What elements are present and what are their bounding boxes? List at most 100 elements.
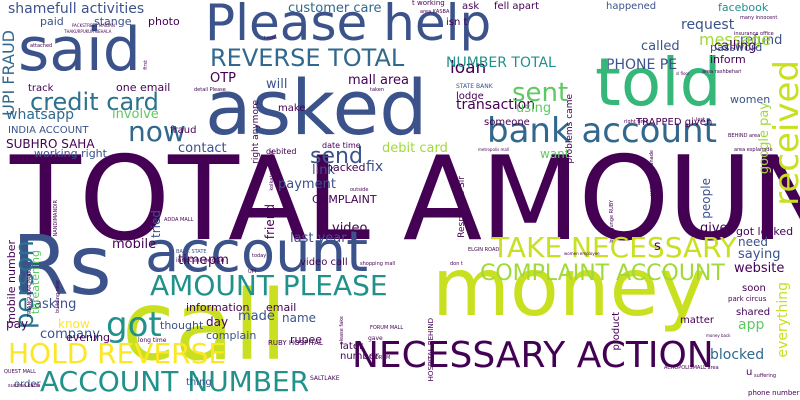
word: debit card bbox=[382, 141, 448, 156]
word: suffering bbox=[754, 373, 777, 379]
word: NECESSARY ACTION bbox=[352, 335, 714, 376]
word: happened bbox=[606, 1, 657, 12]
word: suchna karta bbox=[8, 383, 41, 389]
word: RUBY HOSPITAL bbox=[268, 339, 323, 347]
word: INDIA ACCOUNT bbox=[8, 125, 89, 136]
word: link bbox=[312, 163, 335, 178]
word: pm bbox=[208, 253, 229, 268]
word: credit card bbox=[30, 88, 159, 116]
word: UPI bbox=[248, 269, 257, 275]
word: asked bbox=[205, 63, 428, 152]
word: make bbox=[278, 103, 306, 114]
word: message bbox=[699, 30, 771, 49]
word: QUEST MALL bbox=[4, 369, 36, 375]
word: please fake bbox=[339, 316, 345, 345]
word: ACROPOLISMALL area bbox=[664, 365, 719, 371]
word: innocent people bbox=[176, 257, 225, 264]
word: day bbox=[206, 315, 229, 329]
word: first bbox=[143, 60, 149, 70]
word: ELGIN ROAD bbox=[468, 247, 500, 253]
word: TRIANGULAR PARK bbox=[27, 270, 33, 317]
word: one email bbox=[116, 81, 171, 94]
word: NUMBER TOTAL bbox=[446, 55, 556, 71]
word: name bbox=[282, 311, 317, 325]
word: t even bbox=[264, 35, 277, 40]
word: mobile bbox=[112, 237, 157, 252]
word: don t bbox=[450, 261, 463, 267]
word: refund bbox=[740, 33, 783, 48]
word: shopping mall bbox=[360, 261, 396, 267]
word: TAKE NECESSARY bbox=[492, 231, 737, 264]
word: loan bbox=[450, 58, 487, 78]
word: told bbox=[595, 44, 722, 121]
word: THAKURPUKUR BEHALA bbox=[64, 29, 112, 34]
word: contact bbox=[178, 141, 227, 156]
word: track bbox=[28, 83, 54, 94]
word: working right bbox=[34, 147, 107, 160]
word: phone number bbox=[748, 389, 800, 397]
word: building near bbox=[55, 280, 61, 313]
word: right anymore bbox=[251, 100, 261, 164]
word: asking bbox=[34, 297, 77, 312]
word: rupee bbox=[290, 333, 323, 346]
word: OTP bbox=[210, 71, 237, 86]
word: time bbox=[178, 253, 208, 268]
word: now bbox=[128, 115, 186, 148]
word: video bbox=[332, 221, 368, 236]
word: blocked bbox=[710, 347, 765, 363]
word: taken bbox=[370, 87, 384, 93]
word: thing bbox=[186, 377, 212, 388]
word: will bbox=[266, 77, 288, 92]
word: attached bbox=[30, 43, 53, 49]
word: need bbox=[738, 235, 768, 249]
word: park circus bbox=[728, 295, 767, 303]
word: HOSPITAL BEHIND bbox=[427, 318, 435, 382]
word: app bbox=[738, 317, 765, 333]
word: company bbox=[40, 327, 100, 342]
word: paid bbox=[40, 15, 64, 28]
word: mall area bbox=[348, 73, 409, 88]
word: insurance office bbox=[734, 31, 774, 37]
word: area rashbehari bbox=[702, 69, 742, 75]
word: STATE BANK bbox=[456, 83, 493, 90]
word: using bbox=[516, 101, 552, 116]
word: website bbox=[734, 261, 785, 276]
word: payment bbox=[278, 177, 336, 192]
word: NANDIMANDIR bbox=[53, 200, 59, 237]
word: Rs bbox=[12, 219, 112, 314]
word: bullygunge RUBY bbox=[609, 200, 615, 243]
word: AMOUNT PLEASE bbox=[150, 269, 388, 302]
word: fraud bbox=[170, 125, 197, 136]
word: ask bbox=[462, 1, 480, 12]
word: SUBHRO SAHA bbox=[6, 137, 95, 151]
word: TOTAL AMOUNT bbox=[10, 132, 800, 267]
word: REVERSE TOTAL bbox=[210, 44, 405, 72]
word: area KASBA bbox=[420, 9, 450, 15]
word: many innocent bbox=[740, 15, 778, 21]
word: account bbox=[145, 220, 369, 285]
word: order bbox=[14, 379, 41, 390]
word: u bbox=[746, 367, 753, 378]
word: number bbox=[340, 351, 380, 362]
word: matter bbox=[680, 315, 714, 326]
word: various esplanade bbox=[649, 150, 655, 196]
word: long time bbox=[138, 337, 167, 344]
word: product bbox=[611, 312, 622, 351]
word: called bbox=[641, 39, 680, 54]
word: s bbox=[654, 239, 661, 254]
word: thought bbox=[160, 319, 204, 332]
word: send bbox=[310, 144, 363, 169]
word: transaction bbox=[456, 97, 536, 113]
word: isn t bbox=[446, 17, 468, 28]
word: detail Please bbox=[194, 87, 226, 93]
word: know bbox=[58, 317, 90, 331]
word: someone bbox=[484, 117, 530, 128]
word: email bbox=[266, 301, 297, 314]
word: later bbox=[340, 341, 364, 352]
word: UPI FRAUD bbox=[0, 30, 18, 116]
word: date time bbox=[322, 141, 361, 150]
word: got bbox=[106, 305, 162, 345]
word: kolkata gariahat bbox=[269, 150, 275, 191]
word: ADDA MALL bbox=[164, 217, 194, 223]
